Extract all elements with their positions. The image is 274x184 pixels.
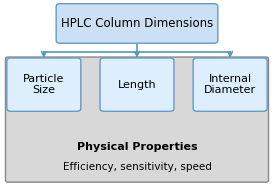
Text: Efficiency, sensitivity, speed: Efficiency, sensitivity, speed <box>62 162 212 172</box>
Text: Physical Properties: Physical Properties <box>77 142 197 152</box>
FancyBboxPatch shape <box>5 57 269 182</box>
FancyBboxPatch shape <box>193 58 267 111</box>
FancyBboxPatch shape <box>56 4 218 43</box>
FancyBboxPatch shape <box>7 58 81 111</box>
Text: Internal
Diameter: Internal Diameter <box>204 74 256 95</box>
Text: Length: Length <box>118 80 156 90</box>
Text: HPLC Column Dimensions: HPLC Column Dimensions <box>61 17 213 30</box>
FancyBboxPatch shape <box>100 58 174 111</box>
Text: Particle
Size: Particle Size <box>23 74 65 95</box>
